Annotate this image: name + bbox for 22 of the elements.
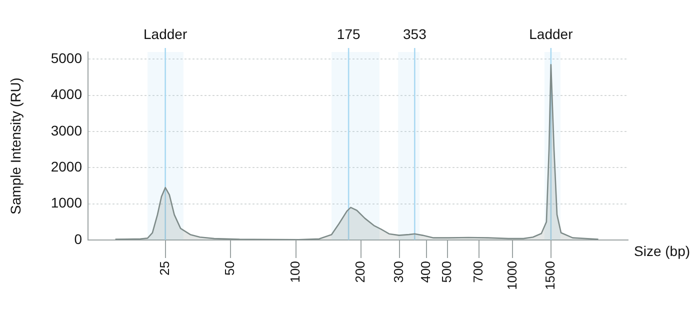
ref-line-label: 353: [402, 26, 427, 42]
x-tick-label: 1000: [504, 261, 520, 290]
x-tick-label: 500: [439, 261, 454, 283]
x-tick-label: 300: [390, 261, 406, 283]
x-axis-title: Size (bp): [634, 242, 690, 259]
ref-line-label: Ladder: [529, 26, 574, 42]
x-tick-label: 50: [222, 261, 238, 276]
y-tick-label: 2000: [50, 158, 82, 175]
y-tick-label: 3000: [50, 122, 82, 138]
y-tick-label: 1000: [50, 194, 82, 211]
ref-line-label: 175: [336, 26, 360, 42]
y-axis-title: Sample Intensity (RU): [7, 78, 24, 214]
x-tick-label: 1500: [542, 261, 558, 290]
x-tick-label: 700: [470, 261, 486, 283]
x-tick-label: 100: [287, 261, 302, 283]
x-tick-label: 200: [352, 261, 368, 283]
x-tick-label: 400: [418, 261, 434, 283]
y-tick-label: 4000: [50, 86, 82, 102]
y-tick-label: 5000: [50, 50, 82, 66]
x-tick-label: 25: [156, 261, 172, 276]
y-tick-label: 0: [74, 230, 82, 247]
ref-line-label: Ladder: [144, 26, 188, 42]
